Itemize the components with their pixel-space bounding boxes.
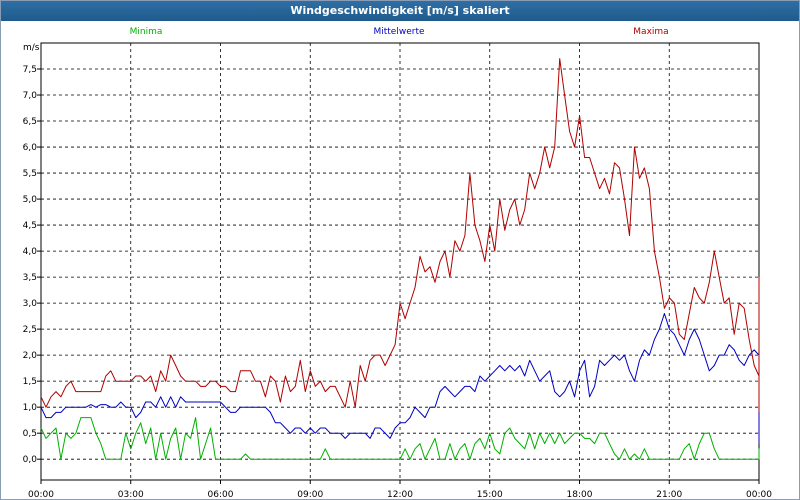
y-axis-ticks: 7,5 7,0 6,5 6,0 5,5 5,0 4,5 4,0 3,5 3,0 2,5 2,0 1,5 1… xyxy=(23,65,41,465)
x-axis-ticks: 00:0018.09.2403:0018.09.2406:0018.09.240… xyxy=(28,480,772,499)
x-tick-time: 09:00 xyxy=(297,490,323,499)
legend: Minima Mittelwerte Maxima xyxy=(130,27,669,37)
series-lines xyxy=(40,58,760,460)
y-tick-label: 7,0 xyxy=(23,91,38,101)
y-tick-label: 7,5 xyxy=(23,65,37,75)
x-tick-time: 18:00 xyxy=(567,490,593,499)
x-tick-time: 00:00 xyxy=(28,490,54,499)
x-tick-time: 12:00 xyxy=(387,490,413,499)
legend-mittelwerte: Mittelwerte xyxy=(373,27,424,37)
y-tick-label: 3,0 xyxy=(23,299,38,309)
x-tick-time: 06:00 xyxy=(208,490,234,499)
legend-minima: Minima xyxy=(130,27,163,37)
series-line-minima xyxy=(40,417,760,460)
y-axis-label: m/s xyxy=(23,43,40,53)
x-tick-time: 21:00 xyxy=(656,490,682,499)
y-tick-label: 0,5 xyxy=(23,429,37,439)
y-tick-label: 6,5 xyxy=(23,117,37,127)
chart-title: Windgeschwindigkeit [m/s] skaliert xyxy=(1,1,799,21)
y-tick-label: 1,0 xyxy=(23,403,38,413)
x-tick-time: 00:00 xyxy=(746,490,772,499)
y-tick-label: 4,5 xyxy=(23,221,37,231)
y-tick-label: 2,0 xyxy=(23,351,38,361)
x-tick-time: 03:00 xyxy=(118,490,144,499)
y-tick-label: 0,0 xyxy=(23,455,38,465)
y-tick-label: 6,0 xyxy=(23,143,38,153)
wind-speed-chart: 7,5 7,0 6,5 6,0 5,5 5,0 4,5 4,0 3,5 3,0 2,5 2,0 1,5 1… xyxy=(23,27,773,499)
x-tick-time: 15:00 xyxy=(477,490,503,499)
series-line-maxima xyxy=(40,58,760,413)
y-tick-label: 5,0 xyxy=(23,195,38,205)
y-tick-label: 3,5 xyxy=(23,273,37,283)
y-tick-label: 1,5 xyxy=(23,377,37,387)
y-tick-label: 4,0 xyxy=(23,247,38,257)
y-tick-label: 5,5 xyxy=(23,169,37,179)
y-tick-label: 2,5 xyxy=(23,325,37,335)
legend-maxima: Maxima xyxy=(633,27,668,37)
